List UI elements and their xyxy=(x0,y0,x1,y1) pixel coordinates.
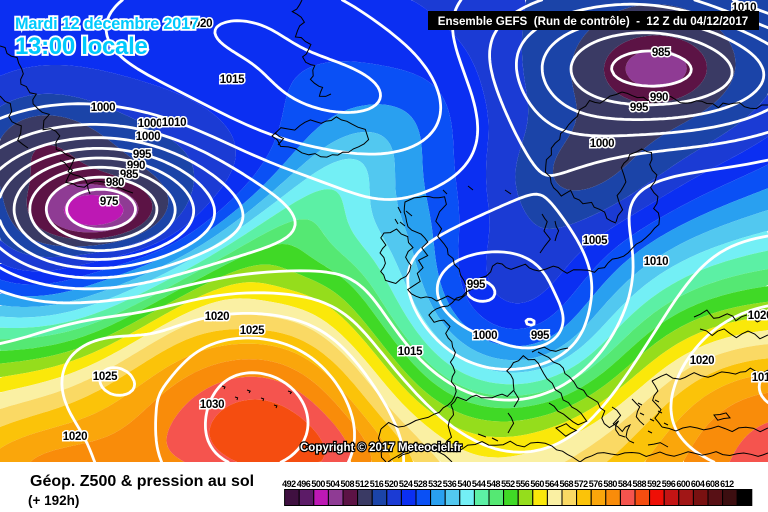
svg-text:1000: 1000 xyxy=(136,131,160,143)
svg-text:1020: 1020 xyxy=(63,431,87,443)
svg-text:496: 496 xyxy=(297,479,311,489)
svg-text:588: 588 xyxy=(633,479,647,489)
svg-text:Mardi 12 décembre 2017: Mardi 12 décembre 2017 xyxy=(15,15,199,33)
svg-text:576: 576 xyxy=(589,479,603,489)
svg-text:Ensemble GEFS (Run de contrôl: Ensemble GEFS (Run de contrôle) - 12 Z d… xyxy=(438,15,749,28)
svg-text:1000: 1000 xyxy=(590,138,614,150)
svg-text:560: 560 xyxy=(530,479,544,489)
svg-text:600: 600 xyxy=(676,479,690,489)
svg-text:556: 556 xyxy=(516,479,530,489)
svg-text:1010: 1010 xyxy=(644,256,668,268)
svg-text:532: 532 xyxy=(428,479,442,489)
svg-text:524: 524 xyxy=(399,479,413,489)
svg-text:572: 572 xyxy=(574,479,588,489)
svg-text:1010: 1010 xyxy=(162,117,186,129)
svg-text:985: 985 xyxy=(120,169,139,181)
svg-text:536: 536 xyxy=(443,479,457,489)
svg-text:492: 492 xyxy=(282,479,296,489)
svg-text:1020: 1020 xyxy=(690,355,714,367)
svg-text:1020: 1020 xyxy=(205,311,229,323)
svg-text:980: 980 xyxy=(106,177,124,189)
svg-text:500: 500 xyxy=(311,479,325,489)
svg-text:512: 512 xyxy=(355,479,369,489)
svg-text:584: 584 xyxy=(618,479,632,489)
svg-text:1000: 1000 xyxy=(91,102,115,114)
svg-text:995: 995 xyxy=(531,330,550,342)
svg-text:1005: 1005 xyxy=(583,235,608,247)
svg-text:975: 975 xyxy=(100,196,119,208)
svg-text:995: 995 xyxy=(133,149,152,161)
svg-text:Géop. Z500 & pression au sol: Géop. Z500 & pression au sol xyxy=(30,473,254,490)
svg-text:995: 995 xyxy=(467,279,486,291)
svg-text:608: 608 xyxy=(706,479,720,489)
svg-text:612: 612 xyxy=(720,479,734,489)
svg-text:540: 540 xyxy=(457,479,471,489)
svg-text:995: 995 xyxy=(630,102,649,114)
svg-text:1020: 1020 xyxy=(748,310,768,322)
svg-text:604: 604 xyxy=(691,479,705,489)
svg-text:596: 596 xyxy=(662,479,676,489)
svg-text:1025: 1025 xyxy=(93,371,118,383)
svg-text:1015: 1015 xyxy=(220,74,245,86)
svg-text:520: 520 xyxy=(384,479,398,489)
svg-text:580: 580 xyxy=(603,479,617,489)
svg-text:1025: 1025 xyxy=(240,325,265,337)
svg-text:544: 544 xyxy=(472,479,486,489)
svg-text:548: 548 xyxy=(487,479,501,489)
svg-text:564: 564 xyxy=(545,479,559,489)
svg-text:1030: 1030 xyxy=(200,399,224,411)
svg-text:(+ 192h): (+ 192h) xyxy=(28,493,79,508)
svg-text:508: 508 xyxy=(341,479,355,489)
svg-text:13:00 locale: 13:00 locale xyxy=(15,33,148,60)
svg-text:1020: 1020 xyxy=(188,18,212,30)
svg-text:1000: 1000 xyxy=(138,118,162,130)
svg-text:528: 528 xyxy=(414,479,428,489)
svg-text:990: 990 xyxy=(127,160,145,172)
svg-text:516: 516 xyxy=(370,479,384,489)
svg-text:990: 990 xyxy=(650,92,668,104)
svg-text:568: 568 xyxy=(560,479,574,489)
svg-text:1015: 1015 xyxy=(398,346,423,358)
svg-text:1015: 1015 xyxy=(752,372,768,384)
svg-text:1000: 1000 xyxy=(473,330,497,342)
svg-text:552: 552 xyxy=(501,479,515,489)
svg-text:592: 592 xyxy=(647,479,661,489)
svg-text:504: 504 xyxy=(326,479,340,489)
svg-text:Copyright © 2017 Meteociel.fr: Copyright © 2017 Meteociel.fr xyxy=(300,442,462,454)
svg-text:985: 985 xyxy=(652,47,671,59)
